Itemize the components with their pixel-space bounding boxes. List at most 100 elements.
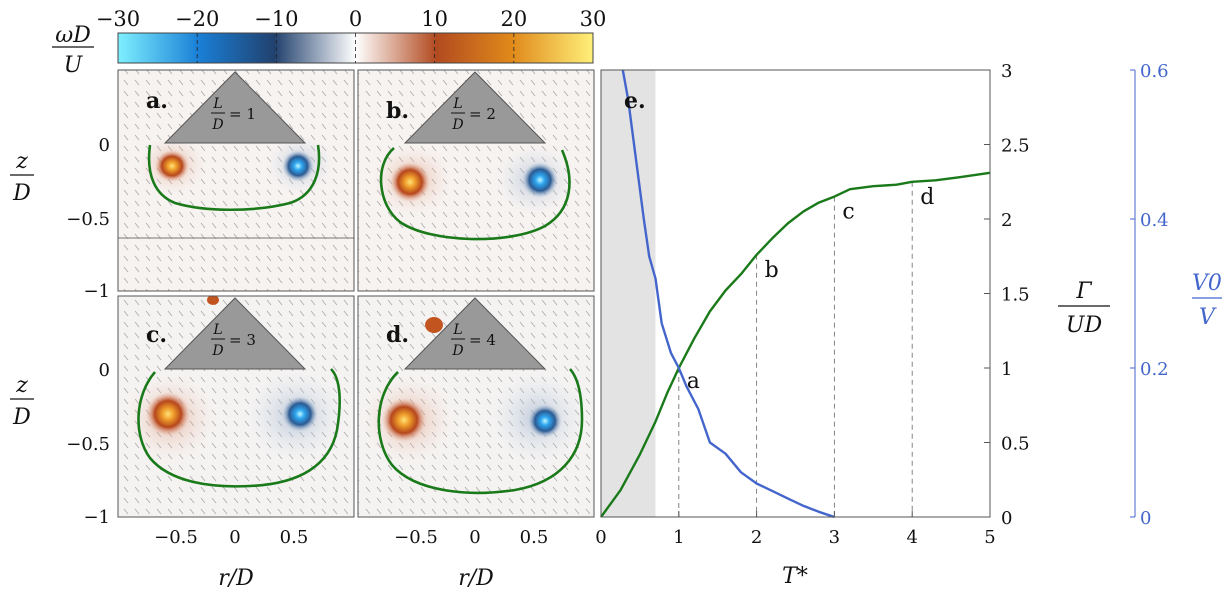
r-tick: 0.5 [520, 527, 549, 548]
z-tick: 0 [99, 135, 110, 156]
positive-vortex [390, 162, 430, 202]
colorbar-tick-label: 20 [500, 7, 527, 31]
right-y-tick-label: 0.4 [1140, 210, 1169, 231]
panel-a: a. L D = 1 [117, 69, 355, 292]
left-y-tick-label: 1 [1001, 359, 1012, 380]
panel-tag-d: d. [386, 322, 409, 348]
left-y-ticks: 0 0.5 1 1.5 2 2.5 3 [984, 61, 1030, 529]
r-tick: 0 [229, 527, 240, 548]
x-tick-label: 1 [673, 527, 684, 548]
right-y-tick-label: 0 [1140, 508, 1151, 529]
left-y-tick-label: 2.5 [1001, 136, 1030, 157]
colorbar-tick-label: 10 [421, 7, 448, 31]
z-tick: −1 [83, 281, 110, 302]
cone-ratio-b: L D = 2 [451, 96, 496, 133]
shaded-region [601, 70, 656, 517]
colorbar-label-numerator: ωD [55, 23, 91, 48]
z-tick: 0 [99, 360, 110, 381]
right-y-ticks: 0 0.2 0.4 0.6 [1130, 61, 1169, 529]
z-label-numerator: z [15, 373, 28, 398]
z-label-denominator: D [12, 181, 31, 206]
ratio-numerator: L [212, 322, 222, 338]
colorbar-tick-label: −10 [254, 7, 298, 31]
z-tick: −0.5 [66, 434, 110, 455]
ratio-numerator: L [452, 322, 462, 338]
colorbar-tick-label: −20 [175, 7, 219, 31]
left-y-tick-label: 3 [1001, 61, 1012, 82]
panel-d: d. L D = 4 [357, 295, 595, 518]
colorbar-label: ωD U [52, 23, 94, 78]
z-label-denominator: D [12, 405, 31, 430]
cone-body [163, 297, 307, 370]
positive-vortex [382, 398, 426, 442]
velocity-label-denominator: V [1199, 305, 1217, 330]
right-y-tick-label: 0.6 [1140, 61, 1169, 82]
ratio-numerator: L [212, 96, 222, 112]
colorbar-tick-label: −30 [96, 7, 140, 31]
colorbar-ticks: −30 −20 −10 0 10 20 30 [96, 7, 607, 63]
r-axis-label: r/D [218, 566, 254, 591]
colorbar-tick-label: 30 [580, 7, 607, 31]
velocity-label-numerator: V0 [1192, 271, 1222, 296]
series-lines [600, 69, 991, 519]
series-line-1 [621, 69, 835, 519]
x-ticks: 0 1 2 3 4 5 [595, 511, 996, 548]
left-y-tick-label: 0 [1001, 508, 1012, 529]
marker-label: c [842, 200, 854, 225]
panel-tag-e: e. [624, 88, 646, 114]
panel-tag-c: c. [146, 322, 167, 348]
ratio-value: = 1 [229, 105, 256, 123]
bubble-contour [147, 144, 321, 211]
cone-ratio-a: L D = 1 [211, 96, 256, 133]
r-tick: −0.5 [154, 527, 198, 548]
gamma-label-denominator: UD [1066, 313, 1103, 338]
panel-tag-b: b. [386, 98, 409, 124]
x-tick-label: 2 [751, 527, 762, 548]
r-axis-label: r/D [458, 566, 494, 591]
cone-body [163, 71, 307, 144]
ratio-value: = 3 [229, 331, 256, 349]
ratio-denominator: D [211, 343, 223, 359]
ratio-numerator: L [452, 96, 462, 112]
ratio-denominator: D [211, 117, 223, 133]
bubble-contour [377, 368, 584, 495]
colorbar: −30 −20 −10 0 10 20 30 ωD U [52, 7, 606, 78]
marker-lines: a b c d [678, 181, 934, 517]
colorbar-label-denominator: U [64, 53, 84, 78]
panel-b: b. L D = 2 [357, 69, 595, 292]
left-y-tick-label: 1.5 [1001, 285, 1030, 306]
r-tick: 0.5 [280, 527, 309, 548]
cone-body [403, 71, 547, 144]
field-axes: z D z D 0 −0.5 −1 0 −0.5 −1 −0.5 0 0.5 −… [10, 135, 548, 591]
negative-vortex [522, 162, 558, 198]
r-tick: −0.5 [394, 527, 438, 548]
right-y-tick-label: 0.2 [1140, 359, 1169, 380]
z-axis-label-top: z D [10, 149, 34, 206]
bubble-contour [137, 368, 341, 488]
ratio-value: = 2 [469, 105, 496, 123]
z-tick: −1 [83, 507, 110, 528]
ratio-denominator: D [451, 117, 463, 133]
x-tick-label: 3 [829, 527, 840, 548]
negative-vortex [282, 150, 314, 182]
marker-label: a [687, 369, 700, 394]
positive-vortex [155, 150, 189, 182]
z-axis-label-bottom: z D [10, 373, 34, 430]
left-y-tick-label: 0.5 [1001, 434, 1030, 455]
x-tick-label: 0 [595, 527, 606, 548]
ratio-value: = 4 [469, 331, 496, 349]
left-y-tick-label: 2 [1001, 210, 1012, 231]
z-label-numerator: z [15, 149, 28, 174]
panel-tag-a: a. [146, 88, 168, 114]
x-tick-label: 5 [984, 527, 995, 548]
marker-label: d [920, 185, 934, 210]
ratio-denominator: D [451, 343, 463, 359]
x-axis-label: T* [782, 564, 808, 589]
negative-vortex [282, 396, 318, 432]
cone-ratio-d: L D = 4 [451, 322, 496, 359]
bubble-contour [379, 147, 571, 241]
r-tick: 0 [469, 527, 480, 548]
marker-label: b [765, 258, 779, 283]
